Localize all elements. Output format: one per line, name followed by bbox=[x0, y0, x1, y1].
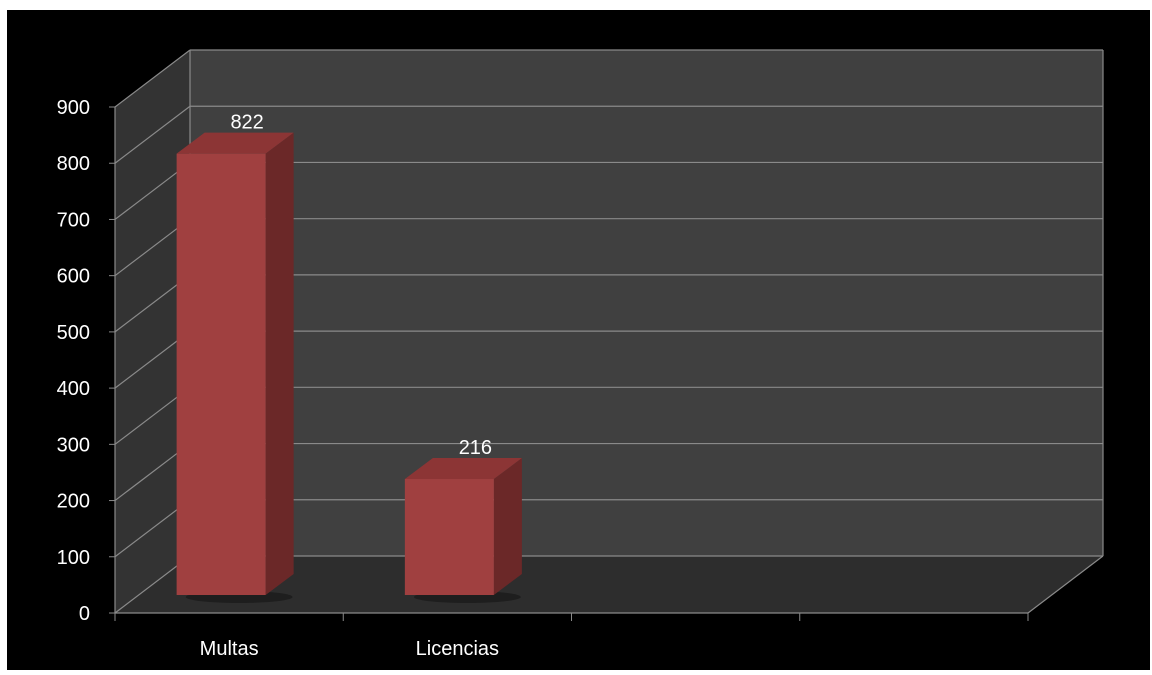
bar bbox=[176, 153, 266, 595]
y-tick-label: 0 bbox=[79, 603, 90, 625]
y-tick-label: 300 bbox=[57, 434, 90, 456]
bar bbox=[404, 479, 494, 595]
gridline-side bbox=[114, 105, 191, 164]
chart-walls bbox=[115, 50, 1103, 613]
y-tick-label: 900 bbox=[57, 97, 90, 119]
labels: 0 100 200 300 400 500 600 700 800 900 Multas 822 Lic… bbox=[57, 97, 499, 660]
data-label: 822 bbox=[230, 112, 263, 134]
y-tick-label: 600 bbox=[57, 266, 90, 288]
bar-side bbox=[493, 458, 522, 595]
bars bbox=[176, 132, 522, 603]
x-category-label: Multas bbox=[200, 638, 259, 660]
side-wall bbox=[115, 50, 190, 613]
bar-side bbox=[265, 132, 294, 595]
y-tick-label: 400 bbox=[57, 378, 90, 400]
back-wall bbox=[190, 50, 1103, 556]
y-tick-label: 800 bbox=[57, 153, 90, 175]
data-label: 216 bbox=[459, 437, 492, 459]
y-tick-label: 700 bbox=[57, 209, 90, 231]
floor-edge bbox=[1027, 555, 1104, 614]
y-tick-label: 100 bbox=[57, 547, 90, 569]
floor bbox=[115, 556, 1103, 613]
x-category-label: Licencias bbox=[416, 638, 499, 660]
axes bbox=[109, 106, 1104, 621]
y-tick-label: 200 bbox=[57, 491, 90, 513]
gridline-side bbox=[114, 49, 191, 108]
bar-top bbox=[404, 458, 522, 480]
y-tick-label: 500 bbox=[57, 322, 90, 344]
bar-top bbox=[176, 132, 294, 154]
